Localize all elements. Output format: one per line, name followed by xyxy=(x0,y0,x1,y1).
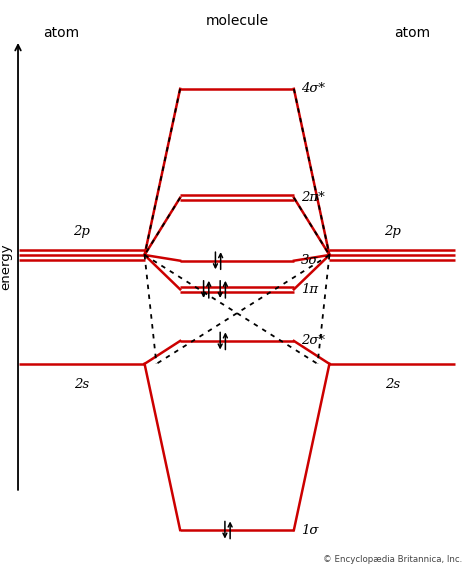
Text: 2σ*: 2σ* xyxy=(301,335,325,347)
Text: 2s: 2s xyxy=(74,378,89,391)
Text: © Encyclopædia Britannica, Inc.: © Encyclopædia Britannica, Inc. xyxy=(323,555,462,564)
Text: energy: energy xyxy=(0,243,12,290)
Text: 4σ*: 4σ* xyxy=(301,83,325,95)
Text: 2p: 2p xyxy=(384,225,401,238)
Text: 2s: 2s xyxy=(385,378,400,391)
Text: atom: atom xyxy=(44,26,80,40)
Text: 1σ: 1σ xyxy=(301,524,319,536)
Text: 2p: 2p xyxy=(73,225,90,238)
Text: molecule: molecule xyxy=(205,14,269,28)
Text: 3σ: 3σ xyxy=(301,254,319,267)
Text: atom: atom xyxy=(394,26,430,40)
Text: 2π*: 2π* xyxy=(301,191,325,204)
Text: 1π: 1π xyxy=(301,283,318,296)
